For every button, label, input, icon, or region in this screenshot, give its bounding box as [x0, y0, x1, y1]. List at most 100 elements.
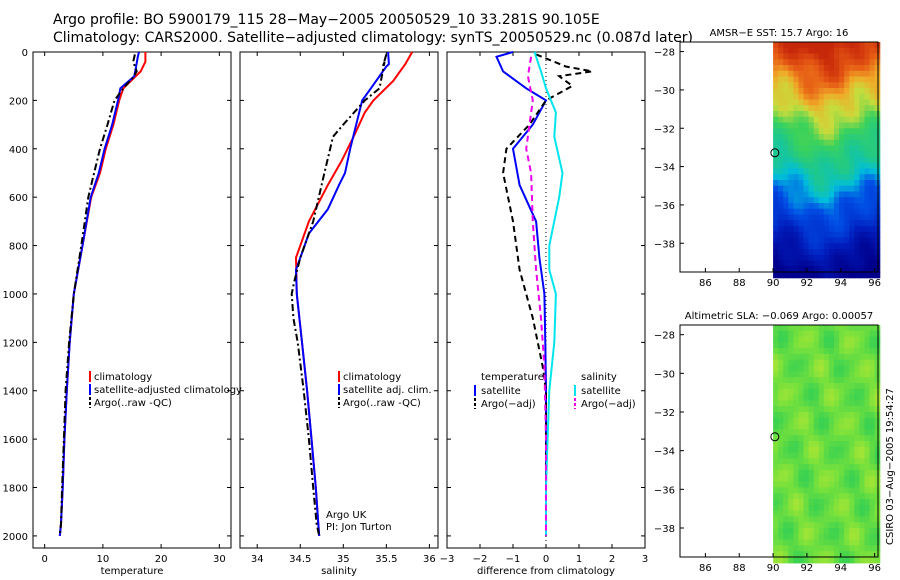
sla-cell	[783, 417, 789, 425]
sst-cell	[869, 145, 876, 152]
salinity-xlabel: salinity	[321, 566, 357, 577]
sst-cell	[813, 231, 820, 238]
sst-cell	[788, 249, 794, 256]
sla-cell	[834, 359, 840, 367]
sst-cell	[849, 162, 855, 169]
sst-cell	[783, 260, 789, 267]
sla-cell	[839, 475, 845, 483]
temperature-ytick-label: 600	[9, 193, 28, 204]
sst-cell	[828, 99, 835, 106]
sla-cell	[793, 435, 800, 442]
sst-cell	[874, 116, 881, 124]
sla-cell	[788, 417, 794, 425]
sla-cell	[818, 475, 825, 483]
sst-cell	[874, 249, 881, 256]
sla-cell	[828, 365, 835, 372]
sla-cell	[823, 539, 830, 546]
sla-cell	[773, 539, 779, 546]
sst-cell	[854, 151, 860, 158]
sst-cell	[813, 203, 820, 210]
sla-cell	[854, 545, 860, 552]
sla-cell	[864, 400, 871, 407]
sla-cell	[828, 394, 835, 401]
sla-cell	[828, 522, 835, 529]
sla-cell	[874, 417, 881, 425]
sla-cell	[874, 330, 881, 338]
sla-cell	[798, 394, 805, 401]
sst-cell	[864, 65, 871, 72]
sst-cell	[803, 208, 810, 215]
sst-cell	[778, 185, 784, 192]
sla-cell	[813, 417, 820, 425]
sst-cell	[773, 197, 779, 204]
sst-cell	[849, 99, 855, 106]
sst-cell	[864, 180, 871, 187]
sla-cell	[849, 417, 855, 425]
sla-cell	[874, 348, 881, 355]
sst-cell	[859, 65, 866, 72]
sla-cell	[869, 371, 876, 378]
sst-cell	[818, 162, 825, 169]
sst-cell	[823, 231, 830, 238]
sla-xtick-label: 88	[733, 563, 746, 574]
sla-cell	[778, 417, 784, 425]
sla-cell	[834, 400, 840, 407]
sla-cell	[854, 435, 860, 442]
sst-cell	[783, 145, 789, 152]
sla-cell	[793, 371, 800, 378]
sst-cell	[839, 214, 845, 221]
sst-cell	[859, 254, 866, 261]
sla-cell	[773, 423, 779, 430]
sst-xtick-label: 92	[801, 278, 814, 289]
sla-cell	[844, 551, 850, 558]
sla-cell	[813, 452, 820, 459]
sst-cell	[788, 180, 794, 187]
sla-cell	[773, 354, 779, 361]
sla-cell	[864, 533, 871, 541]
sst-cell	[813, 185, 820, 192]
sla-cell	[874, 522, 881, 529]
sst-cell	[844, 231, 850, 238]
sla-cell	[859, 487, 866, 494]
sla-cell	[798, 435, 805, 442]
sst-cell	[834, 168, 840, 175]
sst-cell	[808, 191, 815, 198]
sst-cell	[818, 243, 825, 250]
sst-cell	[803, 197, 810, 204]
sst-cell	[849, 53, 855, 60]
sla-cell	[813, 504, 820, 512]
sst-cell	[798, 111, 805, 118]
sla-cell	[823, 417, 830, 425]
sst-cell	[823, 47, 830, 55]
sla-cell	[773, 504, 779, 512]
sst-cell	[834, 197, 840, 204]
sla-cell	[813, 435, 820, 442]
sst-cell	[778, 203, 784, 210]
sla-cell	[869, 388, 876, 396]
sla-cell	[844, 371, 850, 378]
sla-cell	[844, 452, 850, 459]
sla-cell	[803, 516, 810, 523]
sla-cell	[788, 388, 794, 396]
sla-cell	[778, 510, 784, 517]
sst-cell	[828, 139, 835, 147]
sla-cell	[854, 481, 860, 488]
sla-cell	[773, 330, 779, 338]
sla-cell	[854, 394, 860, 401]
sst-cell	[813, 82, 820, 89]
sla-cell	[844, 481, 850, 488]
sla-cell	[818, 458, 825, 465]
sla-cell	[823, 394, 830, 401]
sla-cell	[788, 452, 794, 459]
sla-cell	[869, 522, 876, 529]
sla-cell	[828, 446, 835, 454]
sst-cell	[859, 70, 866, 78]
sla-cell	[813, 510, 820, 517]
sla-cell	[849, 539, 855, 546]
sst-map-frame	[679, 41, 879, 273]
sst-cell	[839, 162, 845, 169]
sla-cell	[839, 539, 845, 546]
sst-cell	[864, 249, 871, 256]
sst-cell	[783, 88, 789, 95]
sst-cell	[798, 254, 805, 261]
